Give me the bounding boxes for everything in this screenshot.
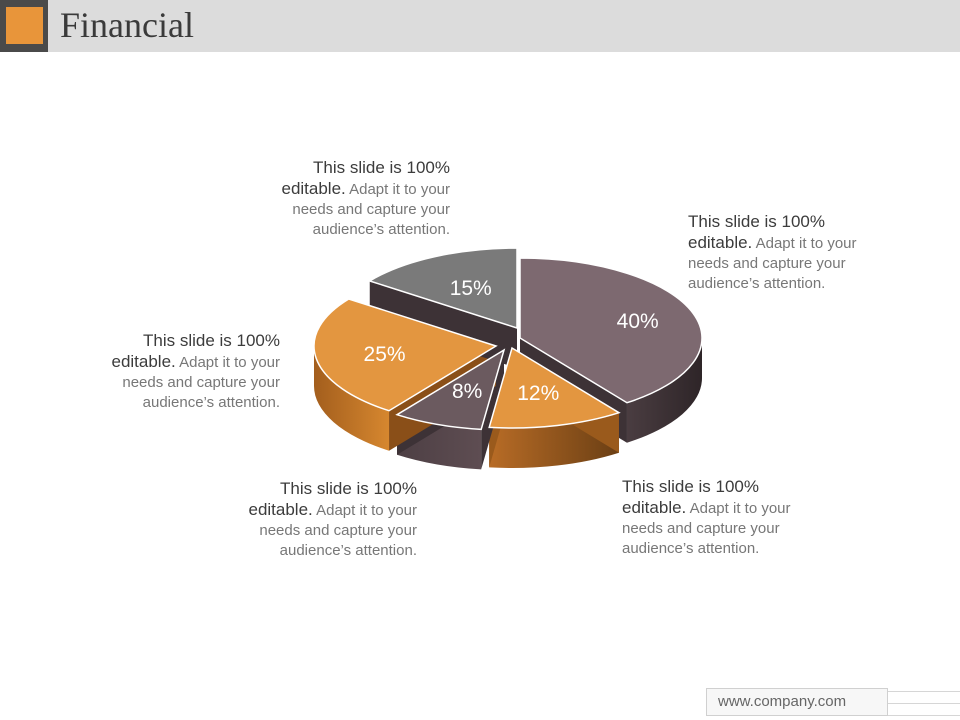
callout-top: This slide is 100% editable. Adapt it to… (250, 158, 450, 240)
footer-divider-bottom (888, 715, 960, 716)
callout-bottom-left: This slide is 100% editable. Adapt it to… (217, 479, 417, 561)
footer-divider-top (888, 691, 960, 692)
pie-label-8: 8% (452, 380, 482, 403)
callout-bottom-right: This slide is 100% editable. Adapt it to… (622, 477, 822, 559)
footer-divider-middle (888, 703, 960, 704)
pie-label-12: 12% (517, 382, 559, 405)
pie-label-25: 25% (364, 343, 406, 366)
callout-right: This slide is 100% editable. Adapt it to… (688, 212, 888, 294)
callout-left: This slide is 100% editable. Adapt it to… (80, 331, 280, 413)
pie-label-40: 40% (617, 310, 659, 333)
footer-website[interactable]: www.company.com (706, 688, 888, 716)
pie-label-15: 15% (450, 277, 492, 300)
